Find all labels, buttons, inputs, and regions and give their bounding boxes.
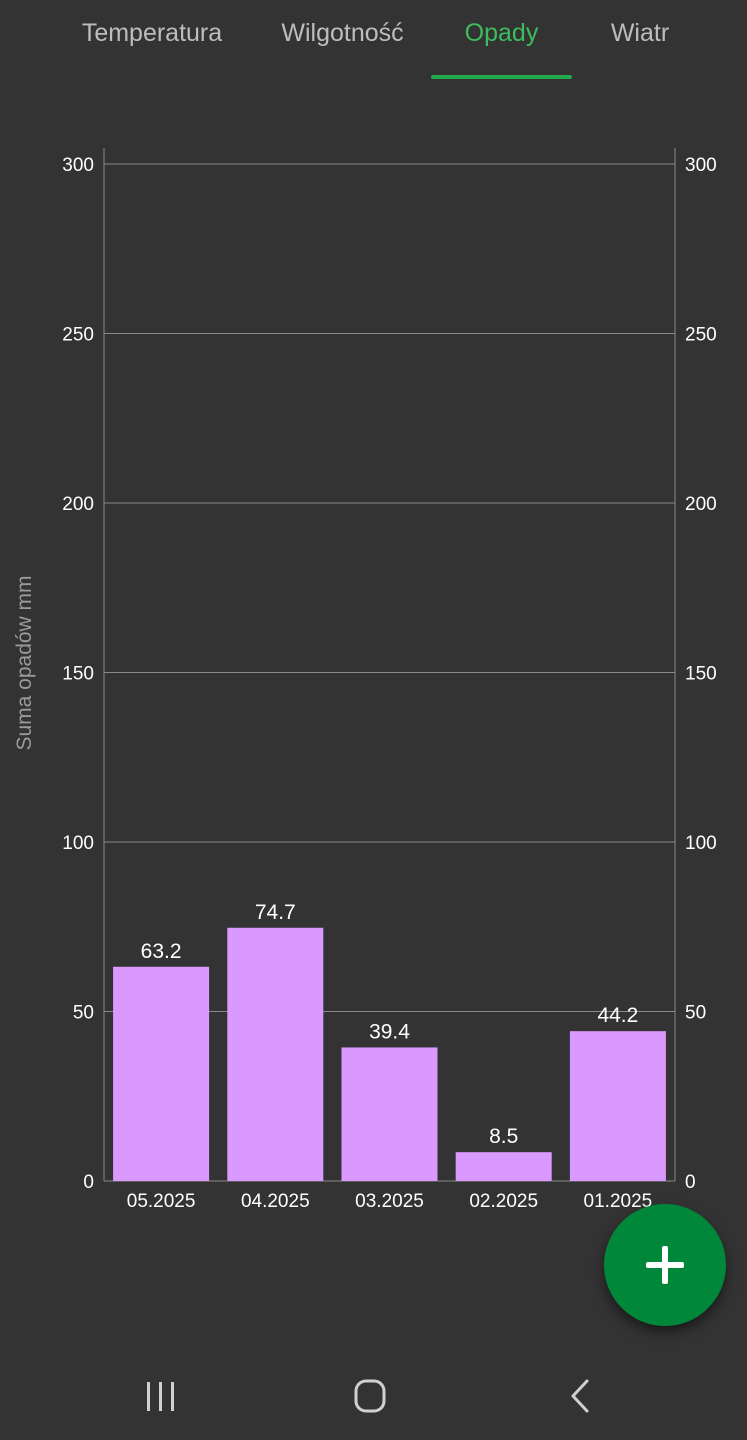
data-label: 63.2: [141, 940, 182, 963]
back-icon: [571, 1379, 589, 1413]
tab-temperatura[interactable]: Temperatura: [81, 19, 223, 47]
y-tick-label-left: 300: [62, 155, 94, 176]
y-tick-label-left: 150: [62, 664, 94, 685]
y-axis-label: Suma opadów mm: [13, 575, 36, 750]
home-button[interactable]: [340, 1370, 400, 1422]
bar: [113, 966, 210, 1181]
x-tick-label: 01.2025: [584, 1191, 653, 1212]
system-navigation-bar: [0, 1350, 747, 1440]
tab-wiatr[interactable]: Wiatr: [610, 19, 670, 47]
y-tick-label-left: 0: [83, 1172, 94, 1193]
y-tick-label-left: 200: [62, 494, 94, 515]
y-tick-label-right: 0: [685, 1172, 696, 1193]
x-tick-label: 02.2025: [469, 1191, 538, 1212]
data-label: 74.7: [255, 901, 296, 924]
y-tick-label-left: 250: [62, 325, 94, 346]
y-tick-label-right: 50: [685, 1003, 706, 1024]
data-label: 44.2: [597, 1004, 638, 1027]
x-tick-label: 04.2025: [241, 1191, 310, 1212]
y-tick-label-right: 200: [685, 494, 717, 515]
y-tick-label-left: 100: [62, 833, 94, 854]
bar: [569, 1031, 666, 1181]
tab-bar: Temperatura Wilgotność Opady Wiatr: [0, 0, 747, 80]
bar: [455, 1152, 552, 1181]
precipitation-bar-chart: 0 0 50 50 100 100 150 150 200 200 250 250 300 300 63.2…: [13, 148, 717, 1212]
bar: [341, 1047, 438, 1181]
y-tick-label-right: 250: [685, 325, 717, 346]
active-tab-indicator: [431, 75, 572, 79]
back-button[interactable]: [550, 1370, 610, 1422]
add-button[interactable]: [604, 1204, 726, 1326]
data-label: 39.4: [369, 1020, 410, 1043]
x-tick-label: 03.2025: [355, 1191, 424, 1212]
y-tick-label-right: 100: [685, 833, 717, 854]
y-tick-label-left: 50: [73, 1003, 94, 1024]
tab-wilgotnosc[interactable]: Wilgotność: [281, 19, 404, 47]
tab-opady[interactable]: Opady: [464, 19, 539, 47]
data-label: 8.5: [489, 1125, 518, 1148]
recent-apps-icon: [147, 1382, 174, 1411]
y-tick-label-right: 300: [685, 155, 717, 176]
x-tick-label: 05.2025: [127, 1191, 196, 1212]
recent-apps-button[interactable]: [131, 1370, 191, 1422]
y-tick-label-right: 150: [685, 664, 717, 685]
home-icon: [354, 1379, 386, 1413]
bar: [227, 927, 324, 1181]
